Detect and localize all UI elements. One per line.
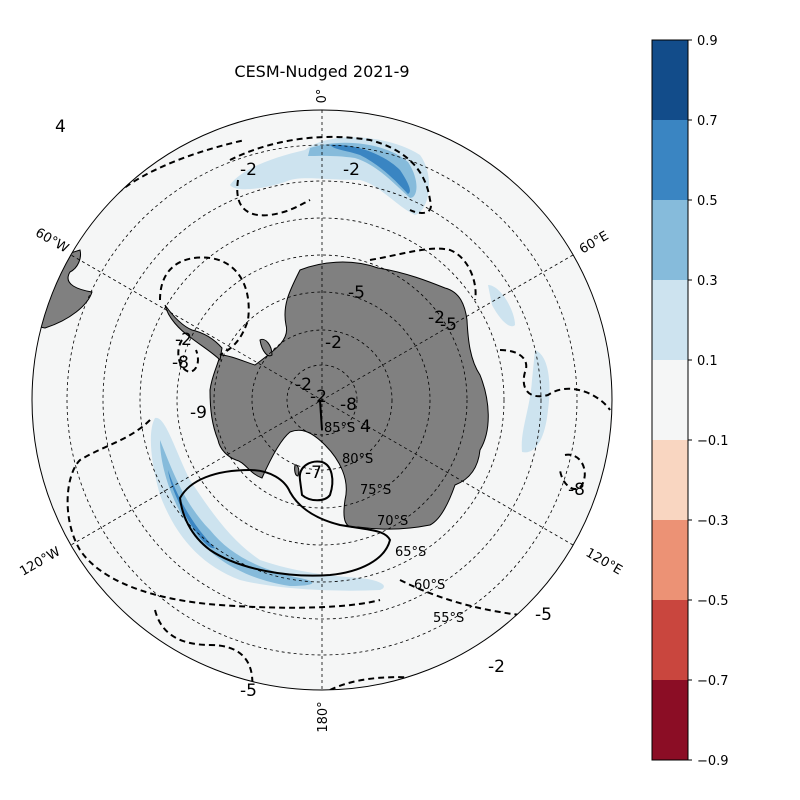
- contour-pos-3: [319, 399, 323, 431]
- contour-label: -2: [428, 308, 445, 328]
- contour-label: -2: [488, 657, 505, 677]
- map-title: CESM-Nudged 2021-9: [234, 62, 410, 81]
- island-2: [294, 464, 300, 477]
- contour-pos-2: [298, 460, 334, 502]
- colorbar-segment: [652, 440, 688, 520]
- contour-neg-left-top: [236, 179, 311, 217]
- shade-right-2: [521, 350, 550, 453]
- meridian-label-120w: 120°W: [17, 544, 63, 579]
- lat-label-85: 85°S: [324, 421, 355, 436]
- contour-label: -8: [568, 480, 585, 500]
- contour-neg-loop-left: [159, 256, 250, 356]
- contour-neg-right: [499, 349, 611, 411]
- contours: [66, 135, 611, 690]
- colorbar-tick-label: 0.1: [697, 354, 718, 369]
- shade-top-dark: [330, 144, 410, 194]
- contour-neg-lower-right: [399, 579, 561, 631]
- latitude-label-group: 85°S 80°S 75°S 70°S 65°S 60°S 55°S: [324, 421, 464, 626]
- shade-right-1: [488, 285, 515, 327]
- contour-label: -2: [343, 160, 360, 180]
- contour-label: -5: [440, 315, 457, 335]
- colorbar: 0.9 0.7 0.5 0.3 0.1 −0.1 −0.3 −0.5 −0.7 −0.9: [651, 34, 729, 769]
- contour-pos-1: [178, 468, 392, 577]
- contour-neg-bottom-left: [154, 609, 254, 690]
- contour-neg-top: [229, 135, 432, 214]
- colorbar-segment: [652, 680, 688, 760]
- colorbar-tick-label: 0.3: [697, 274, 718, 289]
- shade-top-mid: [308, 142, 417, 198]
- contour-label: -7: [305, 463, 322, 483]
- meridian-label-0: 0°: [315, 89, 330, 104]
- colorbar-frame: [651, 39, 689, 761]
- lat-label-80: 80°S: [342, 452, 373, 467]
- colorbar-segment: [652, 120, 688, 200]
- shade-lower-mid: [160, 440, 313, 586]
- contour-label: -2: [325, 333, 342, 353]
- contour-label: -2: [175, 330, 192, 350]
- colorbar-tick-label: −0.9: [697, 754, 729, 769]
- antarctica: [209, 261, 489, 530]
- contour-neg-ring-right: [369, 247, 477, 301]
- meridian-label-60w: 60°W: [32, 225, 71, 256]
- contour-label: 4: [55, 117, 66, 137]
- meridian-label-180: 180°: [316, 701, 331, 732]
- contour-label: -5: [535, 605, 552, 625]
- contour-label: 4: [360, 417, 371, 437]
- colorbar-segment: [652, 600, 688, 680]
- contour-label: -5: [240, 681, 257, 701]
- colorbar-tick-label: 0.9: [697, 34, 718, 49]
- lat-label-70: 70°S: [377, 514, 408, 529]
- antarctic-peninsula: [164, 304, 223, 362]
- contour-neg-right-small: [559, 453, 586, 490]
- colorbar-tick-label: −0.7: [697, 674, 729, 689]
- contour-label: -9: [190, 403, 207, 423]
- island-1: [259, 338, 273, 357]
- lat-label-60: 60°S: [414, 578, 445, 593]
- meridian-gridlines: [70, 110, 574, 690]
- meridian-label-60e: 60°E: [577, 229, 612, 258]
- colorbar-tick-label: 0.7: [697, 114, 718, 129]
- contour-neg-left-big: [66, 419, 381, 609]
- colorbar-segment: [652, 520, 688, 600]
- colorbar-tick-label: −0.3: [697, 514, 729, 529]
- colorbar-segment: [652, 280, 688, 360]
- colorbar-tick-label: −0.1: [697, 434, 729, 449]
- lat-label-55: 55°S: [433, 611, 464, 626]
- contour-label: -5: [348, 283, 365, 303]
- colorbar-segment: [652, 40, 688, 120]
- contour-label: -8: [340, 395, 357, 415]
- contour-label: -8: [172, 353, 189, 373]
- contour-label-group: -2 -2 -5 -2 -2 -2 -2 4 -7 -8 -5 -2 4 -5 …: [55, 117, 585, 701]
- anomaly-shading: [150, 137, 550, 591]
- map-border: [31, 109, 613, 691]
- contour-label: -2: [310, 387, 327, 407]
- colorbar-tick-label: −0.5: [697, 594, 729, 609]
- lat-label-65: 65°S: [395, 545, 426, 560]
- colorbar-segment: [652, 360, 688, 440]
- contour-neg-small-left: [177, 339, 199, 374]
- lat-label-75: 75°S: [360, 483, 391, 498]
- meridian-label-120e: 120°E: [583, 546, 625, 579]
- colorbar-segment: [652, 200, 688, 280]
- contour-label: -2: [295, 375, 312, 395]
- contour-label: -2: [240, 160, 257, 180]
- colorbar-tick-label: 0.5: [697, 194, 718, 209]
